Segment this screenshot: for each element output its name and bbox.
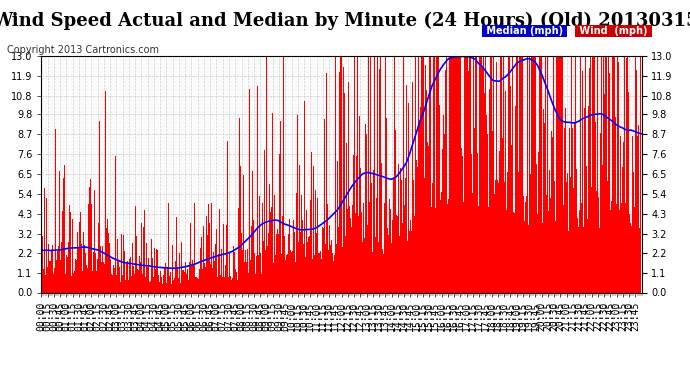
Text: Wind Speed Actual and Median by Minute (24 Hours) (Old) 20130315: Wind Speed Actual and Median by Minute (… (0, 11, 690, 30)
Text: Copyright 2013 Cartronics.com: Copyright 2013 Cartronics.com (7, 45, 159, 55)
Text: Wind  (mph): Wind (mph) (576, 26, 651, 36)
Text: Median (mph): Median (mph) (483, 26, 566, 36)
